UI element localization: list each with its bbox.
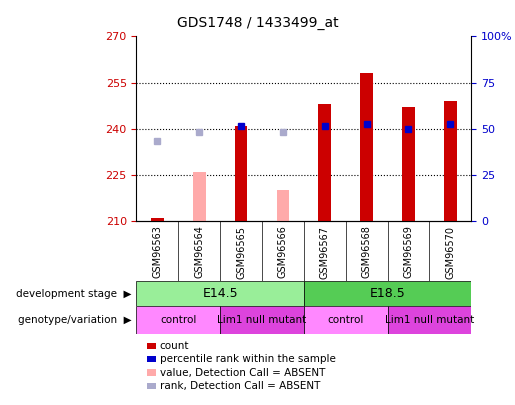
Text: Lim1 null mutant: Lim1 null mutant (385, 315, 474, 325)
Text: control: control (160, 315, 197, 325)
Text: percentile rank within the sample: percentile rank within the sample (160, 354, 336, 364)
Text: GSM96568: GSM96568 (362, 226, 372, 279)
Text: rank, Detection Call = ABSENT: rank, Detection Call = ABSENT (160, 381, 320, 391)
Bar (304, 281, 471, 306)
Bar (193, 172, 205, 221)
Text: control: control (328, 315, 364, 325)
Text: GDS1748 / 1433499_at: GDS1748 / 1433499_at (177, 16, 338, 30)
Bar (304, 306, 388, 334)
Text: value, Detection Call = ABSENT: value, Detection Call = ABSENT (160, 368, 325, 377)
Bar (235, 126, 247, 221)
Text: development stage  ▶: development stage ▶ (16, 289, 131, 298)
Text: GSM96565: GSM96565 (236, 226, 246, 279)
Bar (388, 306, 471, 334)
Text: E18.5: E18.5 (370, 287, 405, 300)
Bar (220, 306, 304, 334)
Text: count: count (160, 341, 189, 351)
Bar (151, 217, 164, 221)
Bar (444, 101, 457, 221)
Text: GSM96564: GSM96564 (194, 226, 204, 279)
Bar (318, 104, 331, 221)
Text: GSM96566: GSM96566 (278, 226, 288, 279)
Text: GSM96569: GSM96569 (403, 226, 414, 279)
Text: GSM96563: GSM96563 (152, 226, 162, 279)
Text: genotype/variation  ▶: genotype/variation ▶ (18, 315, 131, 325)
Bar (136, 306, 220, 334)
Bar (277, 190, 289, 221)
Bar (136, 281, 304, 306)
Text: Lim1 null mutant: Lim1 null mutant (217, 315, 306, 325)
Text: GSM96570: GSM96570 (445, 226, 455, 279)
Bar (360, 73, 373, 221)
Text: E14.5: E14.5 (202, 287, 238, 300)
Bar (402, 107, 415, 221)
Text: GSM96567: GSM96567 (320, 226, 330, 279)
